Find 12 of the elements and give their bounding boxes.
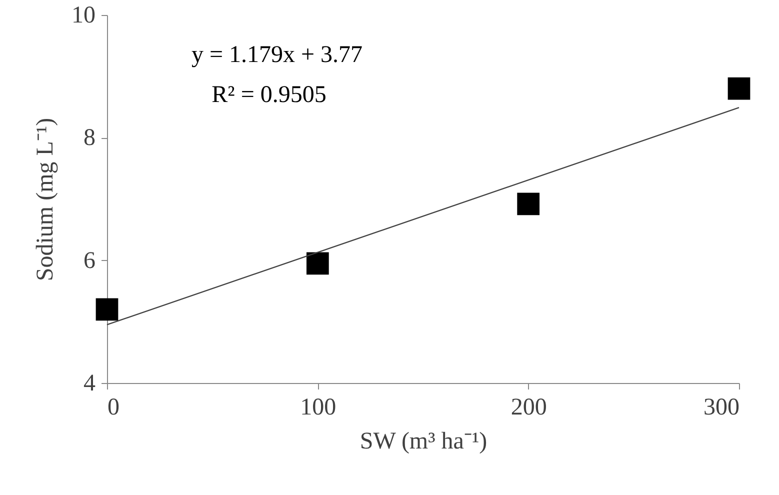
x-axis-title: SW (m³ ha⁻¹) [360, 428, 488, 454]
y-tick-label: 10 [72, 2, 96, 28]
x-tick-label: 200 [510, 394, 547, 420]
annotation: R² = 0.9505 [212, 82, 326, 108]
annotation: y = 1.179x + 3.77 [191, 42, 363, 68]
y-tick-label: 4 [84, 370, 96, 396]
x-tick-label: 100 [300, 394, 336, 420]
x-tick-label: 300 [704, 394, 740, 420]
y-tick-label: 6 [84, 248, 96, 274]
y-tick-label: 8 [84, 125, 96, 152]
x-tick-label: 0 [108, 394, 120, 420]
y-axis-title: Sodium (mg L⁻¹) [32, 118, 58, 282]
